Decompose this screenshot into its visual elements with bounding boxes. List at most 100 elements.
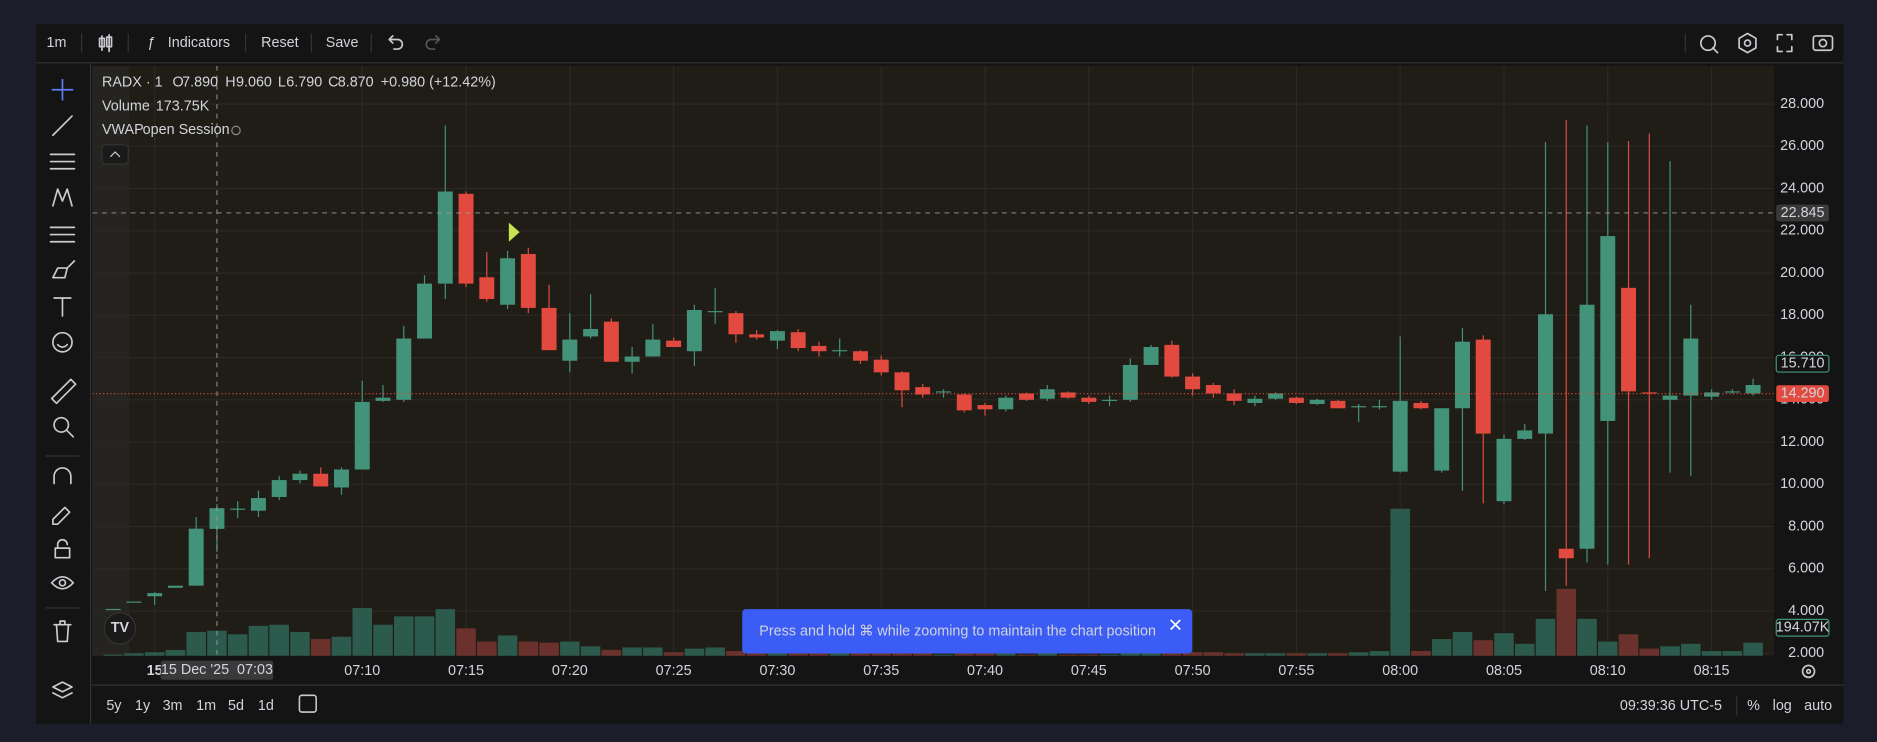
volume-bar — [1245, 653, 1265, 656]
fib-tool[interactable] — [49, 153, 76, 170]
volume-bar — [1473, 640, 1493, 656]
date-range-icon[interactable] — [298, 694, 317, 713]
magnet-tool[interactable] — [53, 467, 72, 485]
volume-label[interactable]: Volume — [102, 98, 150, 114]
vwap-label[interactable]: VWAP — [102, 122, 144, 138]
collapse-legend-button[interactable] — [101, 144, 129, 165]
volume-bar — [746, 653, 767, 656]
interval-button[interactable]: 1m — [47, 35, 67, 51]
x-tick-label: 07:55 — [1278, 663, 1314, 679]
log-toggle[interactable]: log — [1773, 698, 1792, 714]
axis-settings-icon[interactable] — [1801, 664, 1816, 679]
alert-icon[interactable] — [1700, 35, 1719, 54]
crosshair-tool[interactable] — [51, 78, 74, 101]
x-tick-label: 07:50 — [1175, 663, 1211, 679]
layers-tool[interactable] — [52, 681, 73, 699]
reset-button[interactable]: Reset — [261, 35, 299, 51]
toast-background — [742, 609, 1193, 654]
volume-bar — [954, 652, 975, 656]
volume-bar — [1390, 508, 1410, 656]
volume-bar — [933, 654, 954, 656]
volume-bar — [373, 624, 393, 656]
volume-bar — [1556, 588, 1577, 656]
projection-tool[interactable] — [49, 226, 76, 243]
crosshair-time-label: 15 Dec '25 07:03 — [161, 662, 273, 678]
save-button[interactable]: Save — [326, 35, 359, 51]
range-button[interactable]: 3m — [163, 698, 183, 714]
candle-body — [313, 473, 329, 487]
settings-icon[interactable] — [1738, 32, 1757, 54]
candle-body — [1475, 339, 1491, 434]
candle-body — [271, 480, 287, 497]
auto-toggle[interactable]: auto — [1804, 698, 1832, 714]
volume-bar — [788, 652, 808, 656]
range-button[interactable]: 5d — [228, 698, 244, 714]
candle-body — [1268, 393, 1284, 399]
fullscreen-icon[interactable] — [1776, 33, 1793, 53]
vwap-hidden-icon[interactable] — [231, 125, 241, 136]
vwap-settings: open Session — [143, 122, 230, 138]
range-button[interactable]: 1d — [258, 698, 274, 714]
volume-bar — [1307, 653, 1327, 656]
trendline-tool[interactable] — [52, 115, 73, 137]
footer: 09:39:36 UTC-5 % log auto 5y 1y 3m 1m 5d 1d — [106, 694, 1832, 716]
candle-body — [1662, 395, 1678, 400]
volume-bar — [1369, 651, 1390, 656]
candle-body — [1143, 346, 1159, 365]
volume-bar — [1618, 634, 1639, 656]
volume-bar — [663, 652, 684, 656]
crosshair-time-box — [160, 660, 274, 680]
volume-bar — [103, 654, 123, 656]
zoom-tool[interactable] — [53, 416, 75, 438]
lock-tool[interactable] — [54, 538, 71, 559]
indicators-icon[interactable]: ƒ — [147, 35, 155, 51]
last-volume-label-box — [1775, 618, 1830, 637]
volume-bar — [477, 641, 497, 656]
candle-body — [1122, 364, 1138, 400]
percent-toggle[interactable]: % — [1747, 698, 1760, 714]
volume-bar — [1535, 618, 1556, 656]
candle-body — [1538, 314, 1553, 434]
y-tick-label: 18.000 — [1780, 307, 1824, 323]
candle-body — [1102, 399, 1118, 401]
volume-bar — [124, 653, 144, 656]
toast-close[interactable] — [1170, 619, 1181, 631]
candle-body — [624, 356, 640, 362]
screenshot-icon[interactable] — [1812, 35, 1834, 52]
crosshair-price-label: 22.845 — [1781, 205, 1825, 221]
x-tick-label: 08:15 — [1694, 663, 1730, 679]
volume-bar — [518, 641, 539, 656]
brush-tool[interactable] — [52, 260, 76, 279]
candle-body — [1164, 344, 1180, 377]
volume-bar — [1016, 654, 1037, 656]
candle-body — [1309, 399, 1325, 405]
visibility-tool[interactable] — [50, 576, 75, 590]
x-tick-label: 07:20 — [552, 663, 588, 679]
redo-button[interactable] — [425, 35, 441, 50]
icon-tool[interactable] — [52, 331, 73, 353]
volume-bar — [331, 636, 352, 656]
range-button[interactable]: 1m — [196, 698, 216, 714]
pattern-tool[interactable] — [52, 188, 73, 207]
text-tool[interactable] — [53, 297, 72, 317]
y-tick-label: 8.000 — [1788, 518, 1824, 534]
chart-type-icon[interactable] — [98, 33, 113, 53]
lock-drawing-tool[interactable] — [52, 506, 71, 526]
symbol[interactable]: RADX · 1 — [102, 74, 163, 90]
volume-bar — [394, 616, 414, 656]
logo: TV — [103, 612, 137, 645]
indicators-button[interactable]: Indicators — [168, 35, 230, 51]
range-button[interactable]: 1y — [135, 698, 151, 714]
range-button[interactable]: 5y — [106, 698, 122, 714]
volume-bar — [1431, 639, 1452, 656]
delete-tool[interactable] — [53, 620, 72, 643]
volume-bar — [705, 647, 725, 656]
undo-button[interactable] — [388, 35, 404, 50]
volume-value: 173.75K — [156, 98, 210, 114]
candle-body — [686, 310, 702, 352]
ruler-tool[interactable] — [50, 378, 77, 405]
volume-bar — [1577, 618, 1597, 656]
candle-body — [500, 258, 516, 305]
volume-bar — [1265, 653, 1286, 656]
candle-body — [873, 359, 889, 373]
